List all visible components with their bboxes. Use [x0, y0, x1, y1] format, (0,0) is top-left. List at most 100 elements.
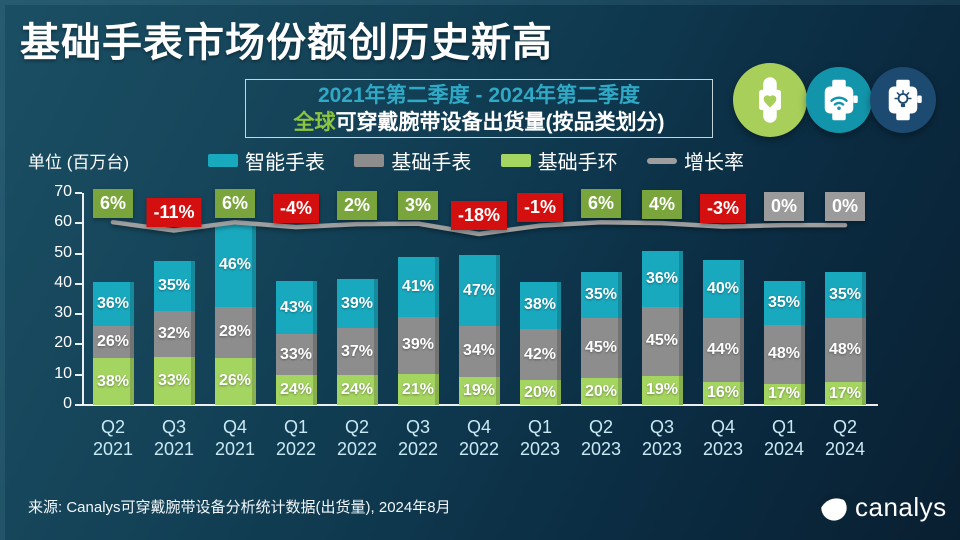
- bar-segment: 20%: [580, 378, 622, 405]
- bar-segment-label: 44%: [706, 340, 740, 358]
- bar-segment: 38%: [519, 282, 561, 329]
- bar-segment: 37%: [336, 328, 378, 375]
- x-axis-label-line: Q3: [161, 417, 186, 437]
- chart-legend: 智能手表 基础手表 基础手环 增长率: [208, 146, 744, 175]
- x-axis-label-line: Q1: [283, 417, 308, 437]
- x-axis-category-label: Q2 2023: [566, 416, 636, 460]
- x-axis-label-line: Q4: [710, 417, 735, 437]
- x-axis-label-line: Q2: [832, 417, 857, 437]
- x-axis-label-line: 2023: [641, 439, 683, 459]
- bar-segment-label: 40%: [706, 279, 740, 297]
- bar-segment-label: 24%: [279, 381, 313, 399]
- y-axis-tick: [75, 222, 82, 225]
- bar-segment-label: 35%: [767, 294, 801, 312]
- bar-segment-label: 47%: [462, 281, 496, 299]
- y-axis-line: [82, 193, 84, 405]
- y-axis-tick-label: 20: [54, 334, 72, 352]
- legend-item-0: 智能手表: [208, 146, 325, 175]
- legend-label: 基础手环: [537, 152, 618, 174]
- bar-segment: 48%: [763, 324, 805, 384]
- bar-segment: 39%: [336, 279, 378, 329]
- y-axis-tick: [75, 343, 82, 346]
- legend-label: 增长率: [683, 152, 744, 174]
- bar-segment-label: 33%: [279, 345, 313, 363]
- subtitle-period: 2021年第二季度 - 2024年第二季度: [317, 83, 641, 107]
- bar-segment-label: 38%: [523, 296, 557, 314]
- x-axis-label-line: Q2: [344, 417, 369, 437]
- canalys-logo-text: canalys: [855, 491, 947, 522]
- bar-segment-label: 28%: [218, 323, 252, 341]
- bar-segment-label: 32%: [157, 325, 191, 343]
- x-axis-label-line: Q4: [222, 417, 247, 437]
- bar-segment-label: 26%: [218, 372, 252, 390]
- bar-segment: 45%: [641, 306, 683, 376]
- subtitle-scope-highlight: 全球: [293, 110, 336, 134]
- growth-rate-chip: -1%: [516, 192, 564, 222]
- growth-rate-chip: -11%: [146, 197, 202, 227]
- y-axis-tick: [75, 404, 82, 406]
- bar-segment: 39%: [397, 316, 439, 375]
- bar-segment: 26%: [92, 326, 134, 359]
- x-axis-label-line: Q2: [100, 417, 125, 437]
- bar-segment: 35%: [153, 260, 195, 312]
- x-axis-category-label: Q4 2023: [688, 416, 758, 460]
- y-axis-tick-label: 50: [54, 243, 72, 261]
- bar-segment: 19%: [458, 376, 500, 405]
- legend-swatch: [354, 154, 385, 167]
- bar-segment: 36%: [92, 282, 134, 327]
- bar-segment: 40%: [702, 259, 744, 318]
- y-axis-tick-label: 60: [54, 213, 72, 231]
- y-axis-tick-label: 10: [54, 364, 72, 382]
- legend-label: 智能手表: [245, 152, 325, 174]
- bar-segment: 24%: [275, 375, 317, 405]
- bar-segment: 21%: [397, 374, 439, 405]
- bar-segment-label: 36%: [645, 269, 679, 287]
- y-axis-tick-label: 0: [63, 395, 72, 412]
- bar-segment: 33%: [275, 334, 317, 376]
- x-axis-label-line: 2021: [153, 439, 195, 459]
- y-axis-tick: [75, 192, 82, 194]
- bar-segment: 46%: [214, 223, 256, 307]
- bar-segment-label: 45%: [584, 339, 618, 357]
- bar-segment: 32%: [153, 311, 195, 358]
- growth-rate-chip: 3%: [397, 190, 439, 220]
- y-axis-tick: [75, 373, 82, 376]
- growth-rate-chip: 0%: [763, 192, 805, 222]
- growth-rate-chip: -4%: [272, 194, 320, 224]
- bar-segment-label: 39%: [401, 336, 435, 354]
- x-axis-category-label: Q3 2023: [627, 416, 697, 460]
- bar-segment-label: 35%: [584, 286, 618, 304]
- bar-segment: 34%: [458, 325, 500, 377]
- y-axis-tick: [75, 282, 82, 285]
- bar-segment-label: 35%: [828, 286, 862, 304]
- bar-segment-label: 41%: [401, 277, 435, 295]
- growth-rate-chip: -3%: [699, 193, 747, 223]
- bar-segment: 24%: [336, 374, 378, 405]
- bar-segment: 28%: [214, 306, 256, 358]
- bar-segment-label: 37%: [340, 342, 374, 360]
- canalys-logo: canalys: [818, 491, 947, 523]
- x-axis-label-line: Q2: [588, 417, 613, 437]
- bar-segment: 44%: [702, 317, 744, 382]
- x-axis-label-line: Q3: [405, 417, 430, 437]
- bar-segment-label: 45%: [645, 332, 679, 350]
- x-axis-category-label: Q1 2024: [749, 416, 819, 460]
- source-note: 来源: Canalys可穿戴腕带设备分析统计数据(出货量), 2024年8月: [28, 499, 451, 516]
- bar-segment-label: 33%: [157, 372, 191, 390]
- bar-segment-label: 39%: [340, 294, 374, 312]
- x-axis-label-line: 2021: [92, 439, 134, 459]
- subtitle-box: 2021年第二季度 - 2024年第二季度 全球可穿戴腕带设备出货量(按品类划分…: [245, 79, 713, 138]
- x-axis-category-label: Q2 2021: [78, 416, 148, 460]
- bar-segment-label: 38%: [96, 372, 130, 390]
- legend-label: 基础手表: [391, 152, 472, 174]
- bar-segment-label: 19%: [462, 381, 496, 399]
- x-axis-line: [82, 404, 878, 406]
- x-axis-category-label: Q4 2021: [200, 416, 270, 460]
- bar-segment-label: 20%: [584, 382, 618, 400]
- subtitle-scope: 全球可穿戴腕带设备出货量(按品类划分): [294, 109, 665, 136]
- growth-rate-chip: 4%: [641, 190, 683, 220]
- legend-item-1: 基础手表: [354, 146, 471, 175]
